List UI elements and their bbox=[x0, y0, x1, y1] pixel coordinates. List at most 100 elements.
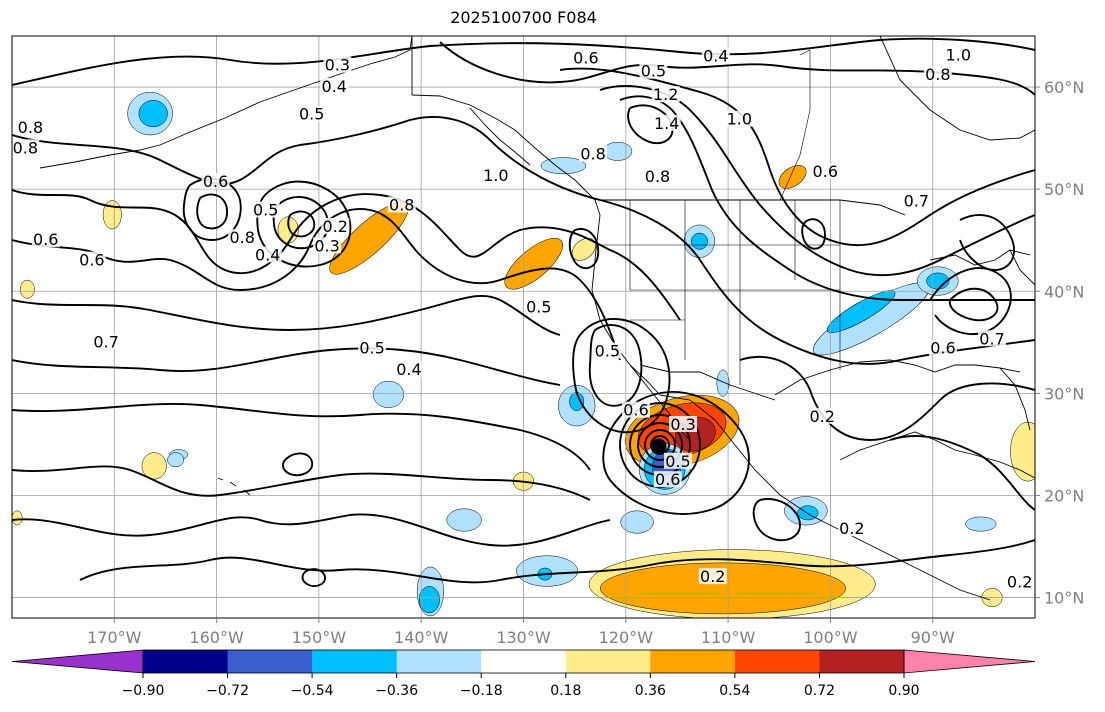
contour-label: 0.6 bbox=[573, 48, 598, 67]
contour-line bbox=[644, 429, 676, 461]
colorbar-bin bbox=[396, 650, 482, 673]
contour-line bbox=[12, 513, 611, 547]
anomaly-fill bbox=[826, 290, 896, 333]
lon-tick-label: 160°W bbox=[189, 628, 244, 647]
contour-line bbox=[12, 403, 591, 471]
border-us-mexico bbox=[639, 364, 776, 401]
contour-label: 0.5 bbox=[253, 201, 278, 220]
colorbar-bin bbox=[143, 650, 229, 673]
contour-label-bg bbox=[387, 196, 416, 213]
lon-tick-label: 150°W bbox=[292, 628, 347, 647]
contour-label-bg bbox=[725, 110, 754, 127]
contour-label: 0.6 bbox=[813, 162, 838, 181]
contour-line bbox=[256, 180, 352, 268]
coastline-florida bbox=[999, 367, 1031, 431]
contour-label: 0.5 bbox=[665, 452, 690, 471]
contour-label: 0.2 bbox=[1007, 572, 1032, 591]
contour-label-bg bbox=[16, 118, 45, 135]
contour-label: 0.6 bbox=[79, 251, 104, 270]
coastline-alaska bbox=[159, 36, 413, 146]
anomaly-fill bbox=[540, 157, 587, 175]
contour-line bbox=[568, 228, 600, 270]
contour-label: 0.4 bbox=[703, 46, 728, 65]
lat-tick-label: 20°N bbox=[1044, 486, 1084, 505]
contour-label-bg bbox=[31, 231, 60, 248]
contour-label: 0.2 bbox=[839, 519, 864, 538]
contour-label-bg bbox=[837, 520, 866, 537]
contour-label-bg bbox=[321, 217, 350, 234]
contour-label-bg bbox=[12, 139, 40, 156]
lon-tick-label: 110°W bbox=[701, 628, 756, 647]
contour-label-bg bbox=[77, 251, 106, 268]
contour-label-bg bbox=[313, 237, 342, 254]
contour-label-bg bbox=[639, 62, 668, 79]
contour-line bbox=[588, 324, 643, 407]
contour-label: 1.2 bbox=[653, 85, 678, 104]
contour-label: 0.5 bbox=[641, 62, 666, 81]
anomaly-fill bbox=[504, 237, 563, 290]
contour-line bbox=[572, 318, 671, 434]
contour-line bbox=[287, 210, 316, 238]
colorbar-bin bbox=[312, 650, 398, 673]
contour-label: 0.6 bbox=[930, 338, 955, 357]
contour-label: 0.7 bbox=[979, 329, 1004, 348]
anomaly-fill bbox=[603, 141, 633, 161]
longitude-axis: 170°W 160°W 150°W 140°W 130°W 120°W 110°W 100°W… bbox=[87, 618, 955, 647]
lat-tick-label: 60°N bbox=[1044, 78, 1084, 97]
contour-label: 0.8 bbox=[925, 65, 950, 84]
contour-line bbox=[12, 347, 561, 386]
contour-label-bg bbox=[928, 339, 957, 356]
colorbar-bin bbox=[565, 650, 651, 673]
anomaly-fill bbox=[372, 380, 405, 408]
coastline-yucatan bbox=[839, 431, 1035, 479]
coastlines bbox=[39, 36, 1035, 601]
contour-line bbox=[889, 435, 1035, 511]
contour-line bbox=[12, 465, 591, 501]
map-title: 2025100700 F084 bbox=[450, 8, 597, 27]
lon-tick-label: 140°W bbox=[394, 628, 449, 647]
contour-label-bg bbox=[669, 416, 698, 433]
anomaly-fill bbox=[691, 232, 708, 250]
contour-line bbox=[629, 414, 691, 476]
colorbar-tick-label: −0.54 bbox=[291, 683, 334, 699]
anomaly-fill bbox=[167, 452, 185, 468]
contour-line bbox=[949, 287, 999, 322]
anomaly-fills bbox=[12, 91, 1035, 618]
contour-label: 0.5 bbox=[299, 105, 324, 124]
contour-label-bg bbox=[1005, 573, 1034, 590]
coastline-gulf-of-mexico bbox=[774, 359, 1021, 396]
contour-line bbox=[752, 498, 801, 542]
contour-label-bg bbox=[808, 407, 837, 424]
contour-label: 0.4 bbox=[255, 246, 280, 265]
contour-line bbox=[301, 568, 326, 587]
contour-label-bg bbox=[653, 471, 682, 488]
contour-line bbox=[79, 539, 1035, 584]
contour-label-bg bbox=[811, 162, 840, 179]
contour-label-bg bbox=[978, 330, 1007, 347]
coastline-gulf-of-alaska bbox=[411, 94, 601, 216]
anomaly-fill bbox=[778, 165, 807, 189]
contour-line bbox=[12, 37, 1035, 86]
contour-label: 0.8 bbox=[13, 138, 38, 157]
contour-line bbox=[637, 422, 683, 468]
colorbar-bin bbox=[650, 650, 736, 673]
anomaly-fill bbox=[12, 510, 23, 526]
anomaly-fill bbox=[1010, 421, 1035, 482]
contour-label-bg bbox=[253, 246, 282, 263]
contour-label-bg bbox=[944, 46, 973, 63]
contour-label: 0.3 bbox=[670, 415, 695, 434]
contour-label: 0.6 bbox=[33, 230, 58, 249]
contour-line bbox=[599, 85, 1035, 277]
contour-label-bg bbox=[698, 568, 727, 585]
coastline-mexico-pacific bbox=[659, 394, 991, 601]
contour-label: 0.8 bbox=[645, 167, 670, 186]
contour-label-bg bbox=[524, 298, 553, 315]
storm-center-marker bbox=[650, 438, 667, 455]
colorbar-extend-low bbox=[11, 649, 144, 674]
contour-label-bg bbox=[902, 192, 931, 209]
contour-label-bg bbox=[923, 65, 952, 82]
anomaly-fill bbox=[965, 516, 997, 532]
coastline-aleutians bbox=[39, 144, 161, 169]
colorbar-tick-label: 0.54 bbox=[719, 683, 750, 699]
colorbar-tick-label: 0.36 bbox=[635, 683, 666, 699]
